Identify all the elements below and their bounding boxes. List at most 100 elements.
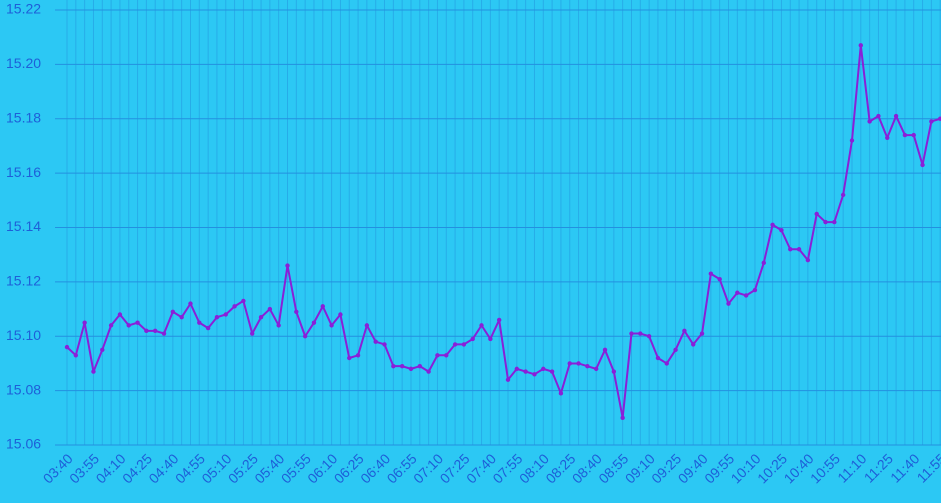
point — [365, 323, 369, 327]
y-tick-label: 15.06 — [6, 436, 41, 452]
point — [753, 288, 757, 292]
y-tick-label: 15.08 — [6, 381, 41, 397]
x-tick-label: 11:25 — [861, 450, 897, 486]
point — [409, 367, 413, 371]
x-tick-label: 10:10 — [728, 450, 764, 486]
point — [859, 43, 863, 47]
y-tick-label: 15.22 — [6, 1, 41, 17]
point — [903, 133, 907, 137]
point — [356, 353, 360, 357]
point — [717, 277, 721, 281]
point — [823, 220, 827, 224]
point — [770, 223, 774, 227]
point — [338, 312, 342, 316]
point — [488, 337, 492, 341]
chart: 03:4003:5504:1004:2504:4004:5505:1005:25… — [0, 0, 941, 498]
x-tick-label: 06:25 — [331, 450, 367, 486]
point — [241, 299, 245, 303]
point — [418, 364, 422, 368]
x-tick-label: 07:25 — [437, 450, 473, 486]
point — [382, 342, 386, 346]
point — [162, 331, 166, 335]
point — [656, 356, 660, 360]
x-tick-label: 03:55 — [66, 450, 102, 486]
point — [391, 364, 395, 368]
point — [471, 337, 475, 341]
y-tick-label: 15.12 — [6, 273, 41, 289]
line — [67, 45, 940, 417]
point — [700, 331, 704, 335]
point — [276, 323, 280, 327]
point — [894, 114, 898, 118]
x-tick-label: 06:10 — [304, 450, 340, 486]
point — [153, 329, 157, 333]
point — [709, 272, 713, 276]
point — [479, 323, 483, 327]
point — [197, 320, 201, 324]
point — [726, 301, 730, 305]
x-tick-label: 04:55 — [172, 450, 208, 486]
point — [206, 326, 210, 330]
point — [559, 391, 563, 395]
point — [347, 356, 351, 360]
point — [91, 369, 95, 373]
x-tick-label: 07:40 — [463, 450, 499, 486]
point — [550, 369, 554, 373]
x-tick-label: 05:40 — [251, 450, 287, 486]
point — [259, 315, 263, 319]
y-tick-label: 15.16 — [6, 164, 41, 180]
x-tick-label: 10:55 — [807, 450, 843, 486]
point — [691, 342, 695, 346]
point — [762, 261, 766, 265]
point — [506, 378, 510, 382]
point — [788, 247, 792, 251]
x-tick-label: 07:55 — [489, 450, 525, 486]
point — [515, 367, 519, 371]
point — [912, 133, 916, 137]
point — [268, 307, 272, 311]
x-tick-label: 11:40 — [887, 450, 923, 486]
point — [497, 318, 501, 322]
point — [523, 369, 527, 373]
x-tick-label: 09:40 — [675, 450, 711, 486]
point — [850, 138, 854, 142]
point — [109, 323, 113, 327]
point — [215, 315, 219, 319]
x-tick-label: 05:55 — [278, 450, 314, 486]
point — [673, 348, 677, 352]
point — [127, 323, 131, 327]
point — [426, 369, 430, 373]
x-tick-label: 10:25 — [754, 450, 790, 486]
point — [594, 367, 598, 371]
x-tick-label: 09:25 — [648, 450, 684, 486]
point — [232, 304, 236, 308]
point — [224, 312, 228, 316]
point — [806, 258, 810, 262]
x-tick-label: 04:40 — [145, 450, 181, 486]
point — [250, 331, 254, 335]
x-tick-label: 11:55 — [914, 450, 941, 486]
y-tick-label: 15.20 — [6, 55, 41, 71]
point — [74, 353, 78, 357]
point — [444, 353, 448, 357]
point — [188, 301, 192, 305]
y-tick-label: 15.18 — [6, 109, 41, 125]
point — [285, 263, 289, 267]
point — [647, 334, 651, 338]
x-tick-label: 09:55 — [701, 450, 737, 486]
point — [462, 342, 466, 346]
x-tick-label: 06:55 — [384, 450, 420, 486]
x-tick-label: 10:40 — [781, 450, 817, 486]
x-tick-label: 04:10 — [93, 450, 129, 486]
x-tick-label: 05:10 — [198, 450, 234, 486]
point — [612, 369, 616, 373]
point — [303, 334, 307, 338]
x-tick-label: 07:10 — [410, 450, 446, 486]
page: 03:4003:5504:1004:2504:4004:5505:1005:25… — [0, 0, 941, 498]
point — [929, 119, 933, 123]
point — [374, 339, 378, 343]
point — [453, 342, 457, 346]
point — [797, 247, 801, 251]
point — [665, 361, 669, 365]
point — [867, 119, 871, 123]
